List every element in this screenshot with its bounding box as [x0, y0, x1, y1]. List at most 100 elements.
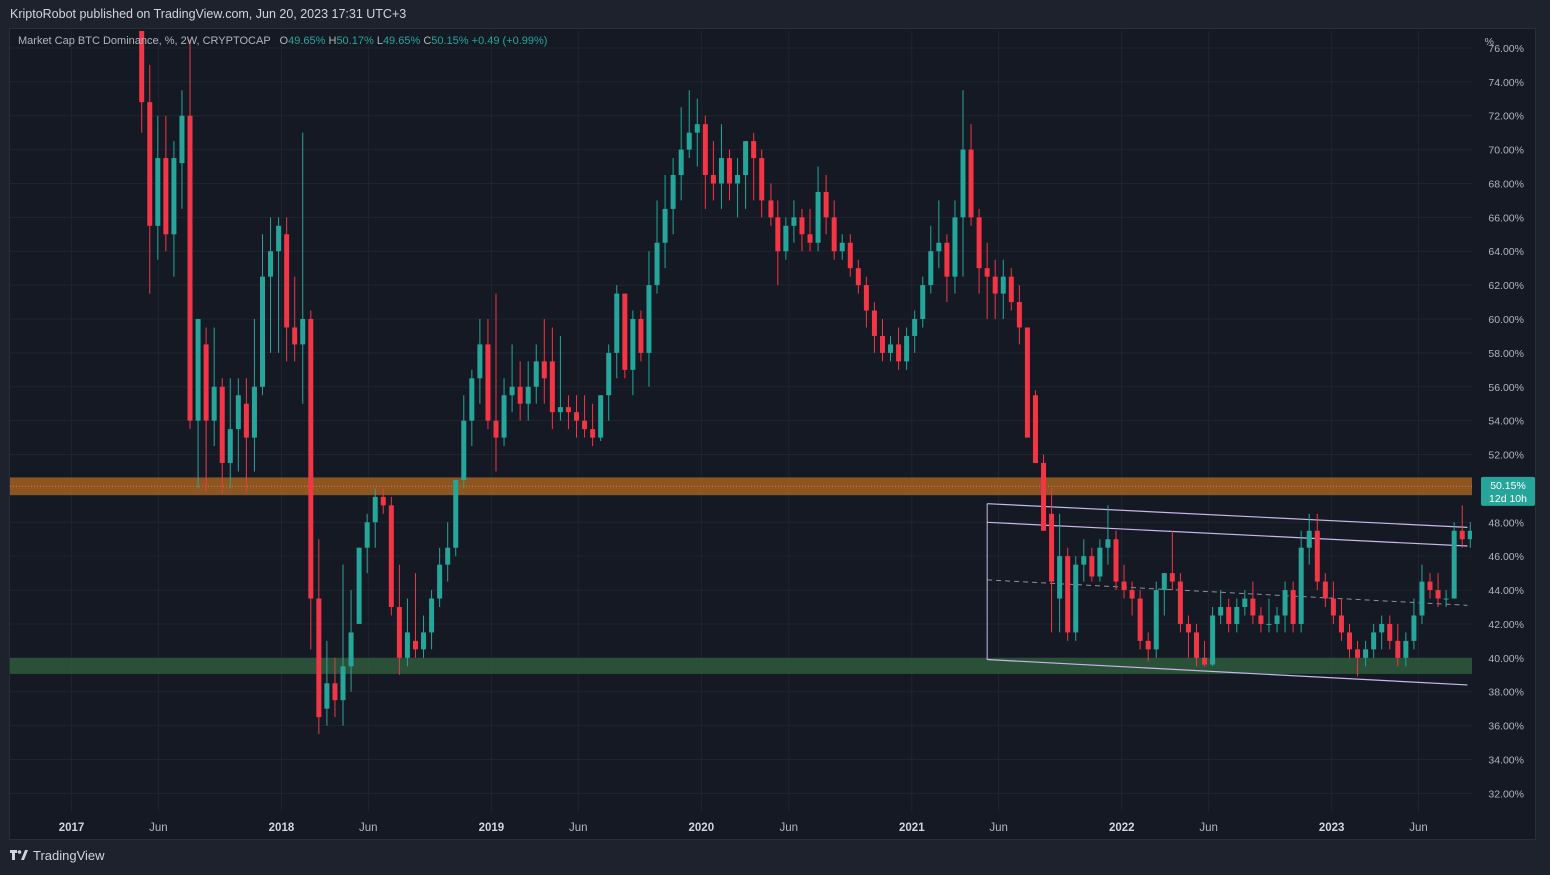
footer-brand[interactable]: TradingView [10, 848, 105, 863]
candle [1210, 607, 1216, 667]
candle [952, 200, 958, 294]
candle [823, 175, 829, 235]
candle-body [1298, 547, 1304, 624]
y-tick-label: 60.00% [1488, 314, 1524, 326]
y-tick-label: 76.00% [1488, 43, 1524, 55]
candle [799, 208, 805, 252]
candle-body [187, 115, 193, 421]
candle-body [332, 683, 338, 701]
candle [1355, 640, 1361, 677]
candle-body [630, 319, 636, 370]
candle [606, 344, 612, 421]
candle [614, 285, 620, 379]
candle-body [364, 522, 370, 548]
candle [944, 234, 950, 303]
x-tick-label: 2023 [1319, 822, 1345, 834]
candle-body [163, 158, 169, 235]
chart-panel[interactable]: 76.00% 74.00% 72.00% 70.00% 68.00% 66.00% 64.0… [9, 28, 1536, 840]
candle [912, 310, 918, 353]
candle [1443, 590, 1449, 608]
candle-body [509, 386, 515, 396]
candle [1266, 598, 1272, 633]
candle [1371, 623, 1377, 658]
candle-body [195, 319, 201, 421]
candle [1065, 547, 1071, 641]
candle-body [259, 276, 265, 387]
candle-body [1476, 514, 1481, 531]
channel-upper-line [987, 503, 1468, 528]
candle [1194, 623, 1200, 667]
candle [380, 488, 386, 514]
candle-body [582, 420, 588, 430]
candle [1403, 632, 1409, 667]
price-tag-box [1481, 476, 1535, 506]
candle-body [678, 149, 684, 176]
candle [702, 115, 708, 209]
candle [879, 319, 885, 362]
x-tick-label: Jun [1409, 822, 1428, 834]
candle-body [227, 429, 233, 464]
candle-body [1355, 649, 1361, 658]
candlestick-chart[interactable]: 76.00% 74.00% 72.00% 70.00% 68.00% 66.00% 64.0… [10, 29, 1537, 841]
candle-body [211, 386, 217, 421]
candle-body [525, 386, 531, 404]
candle-body [147, 102, 153, 226]
candle-body [896, 344, 902, 362]
candle [1041, 454, 1047, 531]
candle-body [493, 420, 499, 438]
candle-body [549, 361, 555, 413]
candle-body [437, 564, 443, 599]
candle-body [1459, 530, 1465, 540]
candle [348, 590, 354, 692]
candle-body [888, 344, 894, 353]
candle-body [1218, 607, 1224, 616]
candle [284, 217, 290, 362]
candle [863, 276, 869, 328]
y-tick-label: 40.00% [1488, 653, 1524, 665]
candle-body [686, 132, 692, 150]
channel-lower-line [987, 658, 1468, 686]
symbol-title[interactable]: Market Cap BTC Dominance, %, 2W, CRYPTOC… [18, 35, 271, 47]
candle [1129, 581, 1135, 616]
candle [574, 395, 580, 438]
candle [372, 488, 378, 548]
candle-body [871, 310, 877, 336]
candle-body [557, 407, 563, 413]
candle [155, 115, 161, 260]
candle [968, 124, 974, 226]
candle-body [1041, 463, 1047, 531]
candle-body [694, 124, 700, 133]
candle [525, 361, 531, 421]
candle-body [308, 319, 314, 599]
candle-body [1467, 530, 1472, 540]
candle [1242, 590, 1248, 616]
candle [1435, 573, 1441, 608]
candle [654, 200, 660, 294]
trendlines [986, 503, 1468, 686]
candle [1258, 607, 1264, 633]
candle [461, 395, 467, 489]
candle-body [1065, 556, 1071, 633]
open-value: 49.65% [288, 35, 326, 47]
candle-body [1419, 581, 1425, 616]
candle-body [759, 158, 765, 201]
y-tick-label: 68.00% [1488, 178, 1524, 190]
y-tick-label: 34.00% [1488, 754, 1524, 766]
candle [1016, 285, 1022, 345]
candle [1153, 581, 1159, 658]
x-tick-label: Jun [149, 822, 168, 834]
candle [1419, 564, 1425, 624]
candle [276, 217, 282, 353]
candle-body [831, 217, 837, 252]
candle-body [1177, 581, 1183, 624]
y-tick-label: 64.00% [1488, 246, 1524, 258]
x-tick-label: Jun [359, 822, 378, 834]
candle-body [775, 217, 781, 252]
candle [670, 158, 676, 235]
candle [1330, 581, 1336, 624]
candle-body [1145, 640, 1151, 650]
candle-body [1314, 530, 1320, 582]
candle [292, 276, 298, 362]
candle-body [574, 412, 580, 421]
y-tick-label: 52.00% [1488, 450, 1524, 462]
